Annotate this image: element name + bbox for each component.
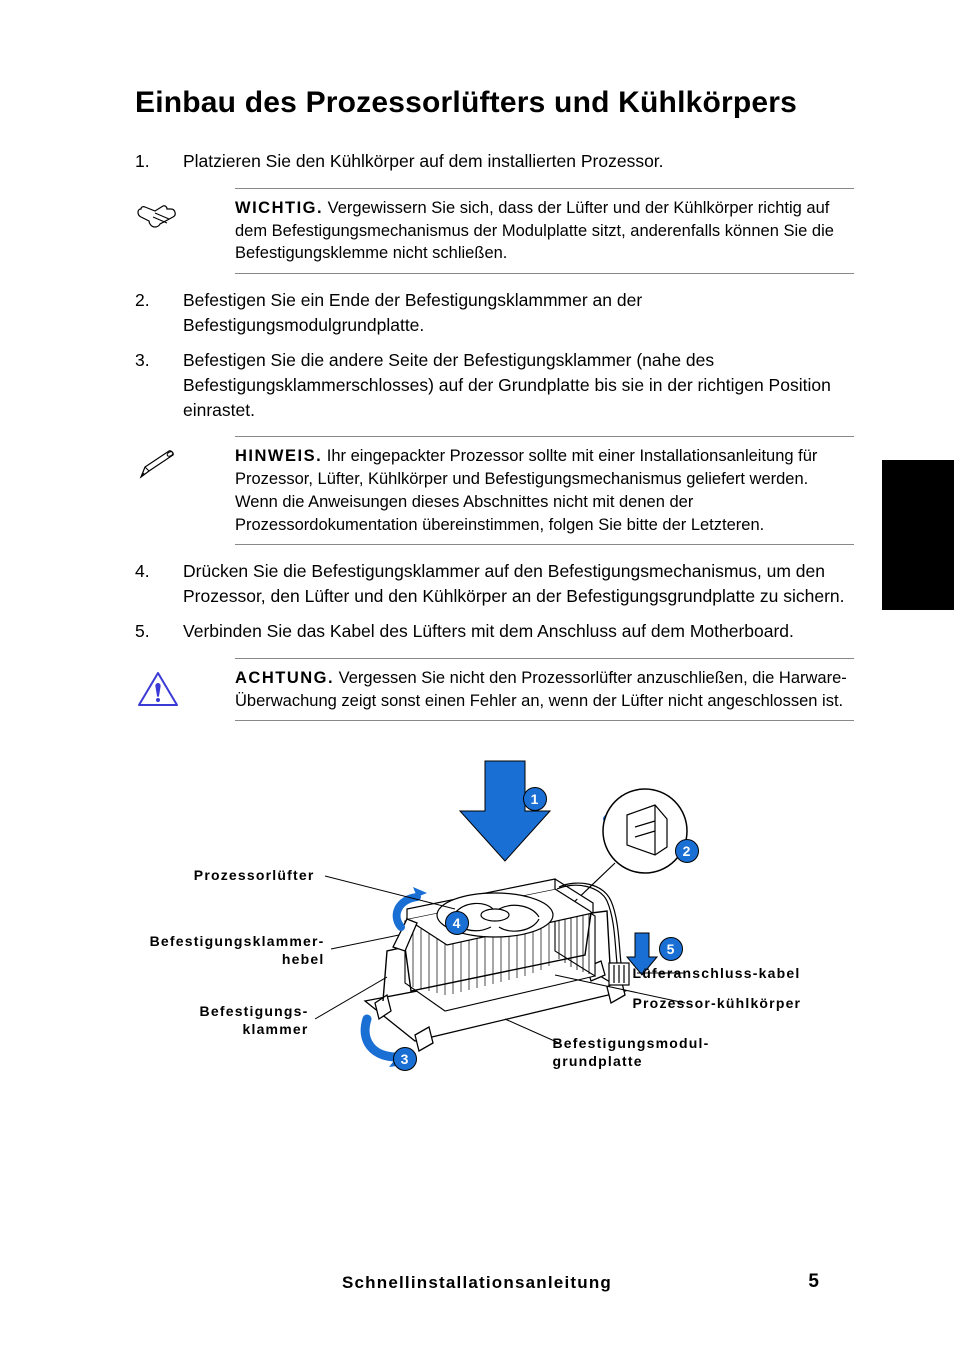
step-list: 2. Befestigen Sie ein Ende der Befestigu… [135,288,854,422]
diagram-badge-4: 4 [445,911,469,935]
diagram-label-fancable: Lüferanschluss-kabel [633,965,801,983]
step-number: 4. [135,559,183,609]
step-text: Platzieren Sie den Kühlkörper auf dem in… [183,149,854,174]
diagram-label-baseplate: Befestigungsmodul- grundplatte [553,1035,710,1070]
divider [235,720,854,721]
warning-icon [135,667,235,713]
divider [235,273,854,274]
step-text: Befestigen Sie die andere Seite der Befe… [183,348,854,423]
step-text: Verbinden Sie das Kabel des Lüfters mit … [183,619,854,644]
diagram-badge-5: 5 [659,937,683,961]
hand-pointing-icon [135,197,235,265]
pen-icon [135,445,235,536]
callout-label: HINWEIS. [235,447,322,465]
step-1: 1. Platzieren Sie den Kühlkörper auf dem… [135,149,854,174]
divider [235,544,854,545]
callout-label: WICHTIG. [235,199,323,217]
diagram-label-fan: Prozessorlüfter [194,867,315,885]
diagram-badge-2: 2 [675,839,699,863]
callout-important: WICHTIG. Vergewissern Sie sich, dass der… [135,188,854,274]
step-text: Drücken Sie die Befestigungsklammer auf … [183,559,854,609]
section-tab [882,460,954,610]
callout-text: Ihr eingepackter Prozessor sollte mit ei… [235,447,817,533]
step-number: 1. [135,149,183,174]
step-2: 2. Befestigen Sie ein Ende der Befestigu… [135,288,854,338]
diagram-label-clip: Befestigungs- klammer [200,1003,309,1038]
page-title: Einbau des Prozessorlüfters und Kühlkörp… [135,85,854,121]
callout-label: ACHTUNG. [235,669,334,687]
step-number: 3. [135,348,183,423]
step-4: 4. Drücken Sie die Befestigungsklammer a… [135,559,854,609]
step-number: 5. [135,619,183,644]
callout-caution: ACHTUNG. Vergessen Sie nicht den Prozess… [135,658,854,722]
step-list: 4. Drücken Sie die Befestigungsklammer a… [135,559,854,644]
callout-text: Vergewissern Sie sich, dass der Lüfter u… [235,199,834,263]
step-3: 3. Befestigen Sie die andere Seite der B… [135,348,854,423]
diagram-badge-1: 1 [523,787,547,811]
step-number: 2. [135,288,183,338]
page-number: 5 [808,1271,819,1293]
step-text: Befestigen Sie ein Ende der Befestigungs… [183,288,854,338]
diagram-label-heatsink: Prozessor-kühlkörper [633,995,802,1013]
diagram-label-lever: Befestigungsklammer- hebel [150,933,325,968]
diagram-badge-3: 3 [393,1047,417,1071]
installation-diagram: 1 2 3 4 5 Prozessorlüfter Befestigungskl… [155,751,835,1091]
callout-note: HINWEIS. Ihr eingepackter Prozessor soll… [135,436,854,545]
step-5: 5. Verbinden Sie das Kabel des Lüfters m… [135,619,854,644]
step-list: 1. Platzieren Sie den Kühlkörper auf dem… [135,149,854,174]
